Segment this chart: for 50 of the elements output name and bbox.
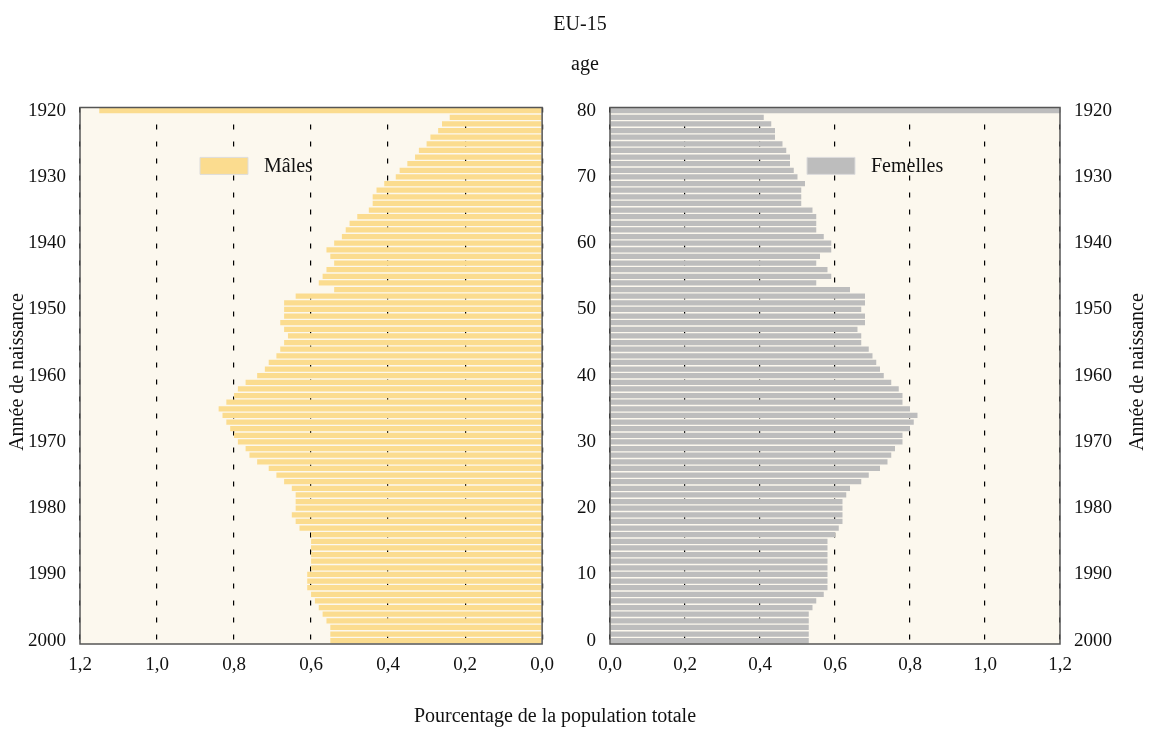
bar — [610, 108, 1060, 114]
y2-tick-label: 1990 — [1074, 562, 1112, 584]
y-tick-label: 1980 — [28, 496, 66, 518]
x-tick-label: 0,6 — [299, 653, 323, 675]
y-tick-label: 70 — [577, 164, 596, 186]
y-tick-label: 1960 — [28, 363, 66, 385]
y2-tick-label: 1960 — [1074, 363, 1112, 385]
bar — [99, 108, 542, 114]
x-tick-label: 0,4 — [376, 653, 401, 675]
y-tick-label: 2000 — [28, 628, 66, 650]
x-tick-label: 0,0 — [598, 653, 622, 675]
x-tick-label: 0,8 — [222, 653, 246, 675]
y-tick-label: 60 — [577, 231, 596, 253]
x-tick-label: 0,8 — [898, 653, 922, 675]
y-tick-label: 1950 — [28, 297, 66, 319]
y-tick-label: 50 — [577, 297, 596, 319]
y-tick-label: 30 — [577, 429, 596, 451]
y-tick-label: 1990 — [28, 562, 66, 584]
y-tick-label: 40 — [577, 363, 596, 385]
y-tick-label: 80 — [577, 98, 596, 120]
x-tick-label: 1,2 — [1048, 653, 1072, 675]
y-tick-label: 0 — [586, 628, 596, 650]
y2-tick-label: 1950 — [1074, 297, 1112, 319]
y2-tick-label: 2000 — [1074, 628, 1112, 650]
y-tick-label: 10 — [577, 562, 596, 584]
x-tick-label: 1,0 — [145, 653, 169, 675]
x-tick-label: 0,4 — [748, 653, 773, 675]
y-tick-label: 1970 — [28, 429, 66, 451]
x-tick-label: 1,2 — [68, 653, 92, 675]
legend-label: Femelles — [871, 153, 944, 176]
legend-label: Mâles — [264, 153, 314, 176]
y-axis-title: Année de naissance — [4, 293, 28, 451]
y-tick-label: 1920 — [28, 98, 66, 120]
y2-tick-label: 1920 — [1074, 98, 1112, 120]
x-tick-label: 0,0 — [530, 653, 554, 675]
y2-tick-label: 1980 — [1074, 496, 1112, 518]
y2-tick-label: 1970 — [1074, 429, 1112, 451]
y2-tick-label: 1940 — [1074, 231, 1112, 253]
x-axis-title: Pourcentage de la population totale — [412, 704, 698, 727]
y-tick-label: 1940 — [28, 231, 66, 253]
y-tick-label: 20 — [577, 496, 596, 518]
y2-tick-label: 1930 — [1074, 164, 1112, 186]
x-tick-label: 0,6 — [823, 653, 847, 675]
x-tick-label: 0,2 — [453, 653, 477, 675]
y-axis-title: age — [571, 52, 599, 75]
x-tick-label: 0,2 — [673, 653, 697, 675]
y2-axis-title: Année de naissance — [1124, 293, 1148, 451]
y-tick-label: 1930 — [28, 164, 66, 186]
chart-title: EU-15 — [552, 12, 608, 35]
x-tick-label: 1,0 — [973, 653, 997, 675]
